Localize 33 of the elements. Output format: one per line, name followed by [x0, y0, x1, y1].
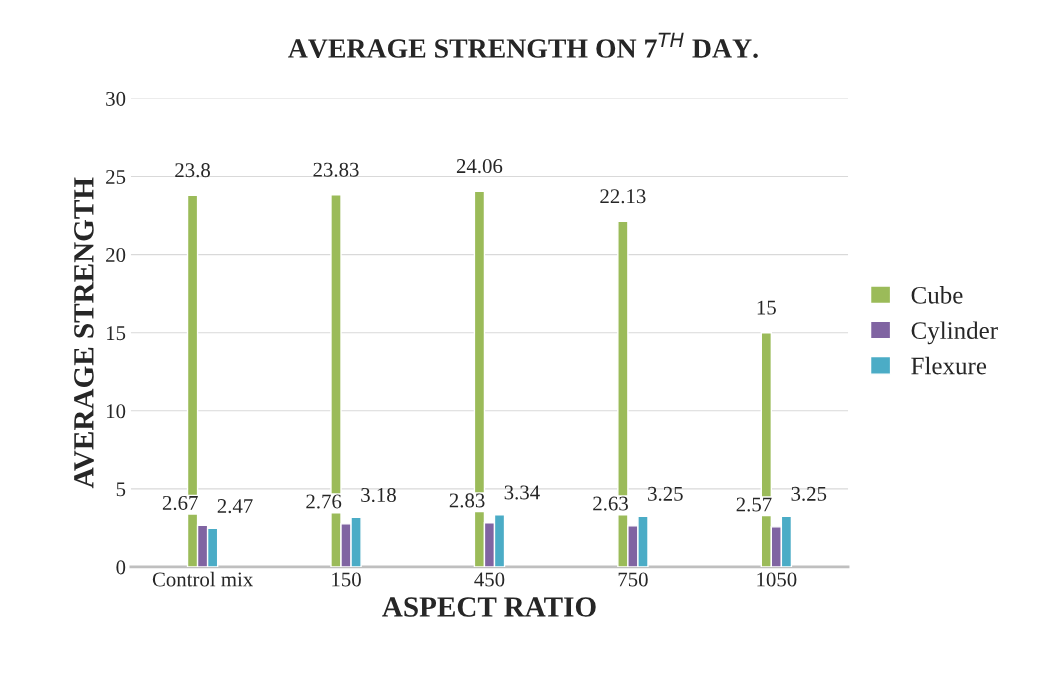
y-axis-title: AVERAGE STRENGTH — [74, 177, 94, 489]
y-tick-label: 0 — [116, 560, 126, 575]
legend-label: Cube — [911, 286, 963, 304]
data-label: 2.47 — [217, 499, 253, 514]
data-label: 2.63 — [593, 496, 628, 511]
legend-label: Flexure — [911, 356, 987, 375]
x-tick-label: 150 — [332, 572, 361, 587]
y-tick-label: 25 — [106, 169, 126, 184]
data-label: 3.25 — [648, 486, 683, 501]
x-tick-label: 1050 — [757, 572, 797, 587]
y-tick-label: 30 — [106, 91, 126, 106]
y-tick-label: 20 — [106, 248, 126, 263]
data-label: 2.76 — [306, 494, 342, 509]
y-tick-label: 15 — [107, 326, 126, 341]
data-label: 15 — [757, 300, 776, 315]
y-tick-label: 5 — [116, 482, 126, 497]
data-label: 2.83 — [449, 493, 485, 508]
x-tick-label: 450 — [474, 572, 505, 587]
data-label: 2.67 — [162, 495, 198, 511]
y-tick-label: 10 — [107, 404, 126, 419]
data-label: 2.57 — [736, 497, 772, 512]
data-label: 3.18 — [361, 487, 396, 503]
data-label: 3.34 — [504, 485, 540, 500]
legend-label: Cylinder — [911, 321, 998, 345]
chart-title: AVERAGE STRENGTH ON 7$^{TH}$ DAY. — [288, 32, 758, 59]
data-label: 3.25 — [791, 486, 827, 501]
x-tick-label: Control mix — [152, 571, 253, 587]
data-label: 23.8 — [175, 163, 210, 178]
x-tick-label: 750 — [618, 572, 648, 587]
data-label: 23.83 — [313, 162, 359, 177]
x-axis-title: ASPECT RATIO — [382, 597, 596, 617]
data-label: 24.06 — [456, 159, 503, 174]
data-label: 22.13 — [600, 189, 646, 204]
